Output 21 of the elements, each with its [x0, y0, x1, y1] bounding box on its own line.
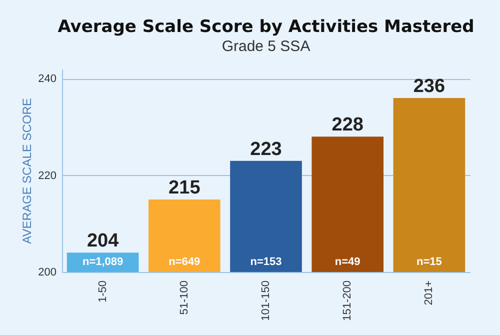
data-label: 215 [168, 178, 201, 198]
x-tick-label: 51-100 [178, 280, 190, 315]
chart-title: Average Scale Score by Activities Mastered [58, 17, 474, 37]
data-label: 236 [413, 76, 446, 97]
x-tick-label: 101-150 [260, 280, 272, 321]
y-tick-label: 240 [38, 73, 56, 86]
x-tick-label: 151-200 [342, 280, 354, 321]
annotation: n=49 [334, 256, 360, 268]
annotation: n=1,089 [82, 256, 124, 268]
data-label: 204 [86, 230, 120, 252]
data-label: 223 [250, 138, 282, 160]
x-tick-label: 201+ [423, 280, 436, 306]
annotation: n=153 [250, 256, 282, 268]
y-tick-label: 200 [38, 266, 56, 278]
y-axis-title: AVERAGE SCALE SCORE [20, 98, 34, 244]
data-label: 228 [332, 114, 364, 136]
x-tick-label: 1-50 [96, 280, 109, 303]
chart-subtitle: Grade 5 SSA [222, 38, 310, 55]
y-tick-label: 220 [38, 170, 56, 182]
annotation: n=15 [416, 256, 442, 268]
annotation: n=649 [168, 256, 200, 268]
